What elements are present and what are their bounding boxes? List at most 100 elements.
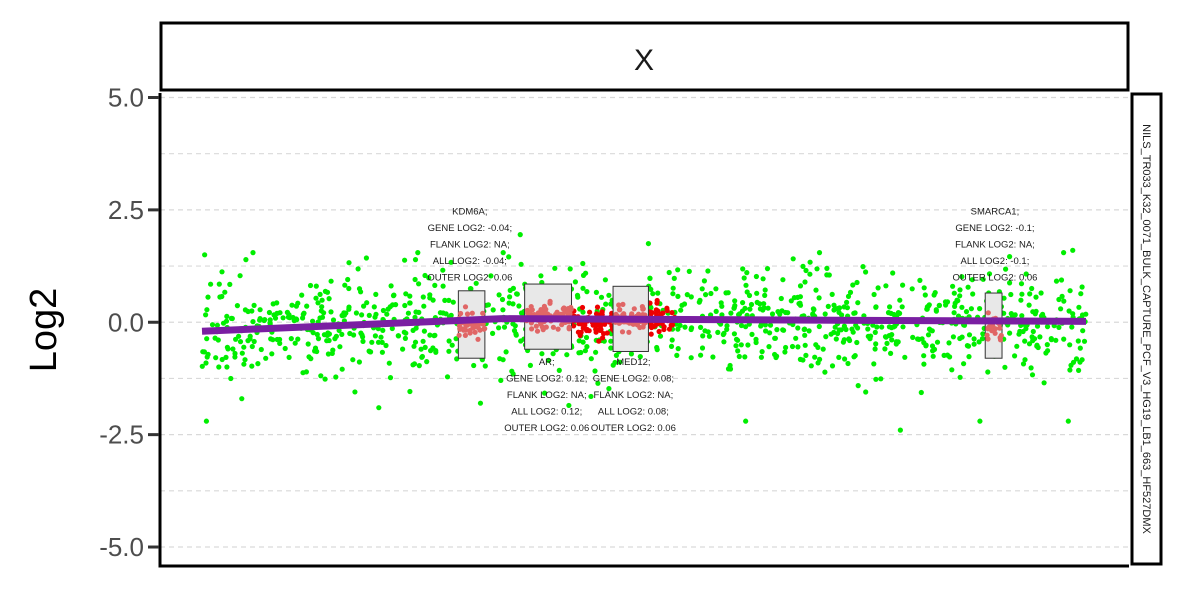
bin-point — [539, 351, 545, 357]
bin-point — [902, 354, 908, 360]
bin-point — [243, 257, 249, 263]
bin-point — [761, 305, 767, 311]
bin-point — [245, 338, 251, 344]
bin-point — [887, 304, 893, 310]
bin-point — [1019, 291, 1025, 297]
bin-point — [853, 322, 859, 328]
bin-point — [498, 377, 504, 383]
bin-point — [718, 300, 724, 306]
gene-box-point — [561, 305, 567, 311]
gene-target-point — [656, 328, 662, 335]
bin-point — [255, 361, 261, 367]
bin-point — [271, 312, 277, 318]
bin-point — [825, 303, 831, 309]
segment-lines — [201, 315, 1087, 335]
bin-point — [416, 363, 422, 369]
bin-point — [803, 352, 809, 358]
bin-point — [1058, 306, 1064, 312]
bin-point — [713, 286, 719, 292]
bin-point — [764, 266, 771, 272]
bin-point — [1053, 337, 1059, 343]
bin-point — [450, 299, 456, 305]
bin-point — [955, 298, 961, 304]
bin-point — [1020, 361, 1027, 367]
bin-point — [360, 338, 366, 344]
bin-point — [1044, 324, 1051, 330]
bin-point — [588, 356, 594, 362]
bin-point — [698, 324, 704, 330]
bin-point — [482, 363, 488, 369]
gene-box-point — [534, 328, 541, 334]
gene-box-point — [456, 323, 462, 329]
bin-point — [306, 354, 312, 360]
bin-point — [379, 349, 385, 355]
bin-point — [766, 344, 772, 350]
bin-point — [303, 369, 309, 375]
y-tick-label: -2.5 — [99, 420, 144, 450]
bin-point — [699, 345, 706, 351]
bin-point — [401, 329, 407, 335]
bin-point — [797, 283, 804, 289]
outlier-point — [1070, 247, 1076, 253]
bin-point — [1075, 338, 1081, 344]
bin-point — [688, 294, 694, 300]
bin-point — [951, 310, 957, 316]
bin-point — [315, 300, 321, 306]
bin-point — [806, 328, 812, 334]
bin-point — [204, 354, 210, 360]
gene-box-point — [985, 336, 991, 342]
bin-point — [453, 336, 459, 342]
annotation-kdm6a-line: FLANK LOG2: NA; — [430, 239, 510, 250]
bin-point — [488, 273, 494, 279]
bin-point — [763, 328, 769, 334]
annotation-med12-line: GENE LOG2: 0.08; — [593, 374, 674, 385]
bin-point — [1056, 324, 1062, 330]
bin-point — [923, 343, 929, 349]
bin-point — [841, 337, 847, 343]
gene-box-point — [640, 324, 646, 330]
bin-point — [871, 291, 877, 298]
bin-point — [854, 279, 860, 286]
bin-point — [812, 354, 818, 360]
bin-point — [366, 312, 372, 318]
bin-point — [289, 302, 295, 308]
bin-point — [793, 335, 799, 341]
bin-point — [501, 324, 508, 330]
bin-point — [1029, 372, 1036, 378]
y-axis-title: Log2 — [23, 288, 65, 373]
bin-point — [650, 291, 656, 297]
bin-point — [353, 310, 359, 316]
bin-point — [765, 305, 771, 311]
bin-point — [847, 289, 854, 295]
bin-point — [212, 335, 218, 341]
gene-box-point — [626, 329, 632, 335]
bin-point — [749, 331, 755, 337]
bin-point — [753, 273, 760, 280]
bin-point — [701, 278, 708, 284]
bin-point — [684, 292, 690, 298]
annotation-ar-line: OUTER LOG2: 0.06 — [504, 423, 589, 434]
bin-point — [947, 354, 953, 360]
bin-point — [418, 346, 424, 352]
bin-point — [503, 349, 509, 355]
bin-point — [223, 354, 229, 360]
bin-point — [961, 361, 967, 367]
bin-point — [269, 351, 275, 357]
bin-point — [946, 340, 952, 346]
bin-point — [280, 315, 286, 321]
gene-target-point — [578, 329, 584, 335]
bin-point — [333, 374, 339, 380]
bin-point — [802, 342, 808, 348]
bin-point — [473, 280, 479, 286]
y-tick-label: 2.5 — [108, 195, 144, 225]
bin-point — [666, 269, 672, 276]
bin-point — [1041, 380, 1047, 386]
bin-point — [440, 283, 446, 289]
bin-point — [217, 294, 223, 300]
bin-point — [811, 307, 817, 313]
bin-point — [743, 324, 749, 330]
bin-point — [583, 334, 590, 341]
bin-point — [628, 351, 635, 357]
bin-point — [358, 289, 364, 295]
